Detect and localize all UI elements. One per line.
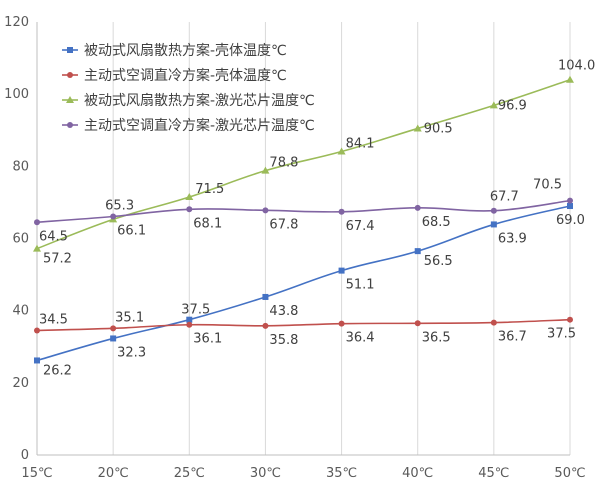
data-point-s3	[33, 244, 41, 252]
legend-label: 主动式空调直冷方案-激光芯片温度℃	[84, 117, 315, 134]
data-point-s4	[110, 213, 117, 220]
x-tick-label: 35℃	[326, 466, 357, 481]
data-label-s1: 43.8	[269, 304, 298, 319]
data-point-s4	[338, 208, 345, 215]
data-label-s2: 36.1	[193, 332, 222, 347]
data-label-s4: 68.1	[193, 216, 222, 231]
data-point-s2	[110, 325, 117, 332]
data-label-s2: 36.4	[346, 331, 375, 346]
data-point-s4	[567, 197, 573, 204]
legend-marker	[67, 47, 73, 53]
data-label-s1: 56.5	[424, 254, 453, 269]
data-label-s4: 67.7	[490, 190, 519, 205]
data-label-s3: 78.8	[269, 156, 298, 171]
data-label-s1: 63.9	[498, 231, 527, 246]
data-label-s3: 57.2	[43, 252, 72, 267]
data-point-s4	[34, 219, 40, 226]
data-point-s3	[337, 147, 346, 155]
legend-marker	[67, 122, 73, 128]
x-tick-label: 20℃	[98, 466, 129, 481]
data-point-s1	[34, 357, 40, 364]
data-point-s4	[490, 207, 497, 214]
data-label-s3: 65.3	[105, 198, 134, 213]
data-label-s1: 26.2	[43, 363, 72, 378]
data-point-s3	[566, 75, 574, 83]
y-tick-label: 20	[12, 376, 29, 391]
data-point-s4	[414, 204, 421, 211]
x-tick-label: 30℃	[250, 466, 281, 481]
data-label-s4: 64.5	[39, 229, 68, 244]
data-point-s4	[262, 207, 269, 214]
data-point-s1	[186, 316, 193, 323]
data-label-s2: 36.7	[498, 330, 527, 345]
x-tick-label: 45℃	[478, 466, 509, 481]
legend-marker	[67, 72, 73, 78]
data-label-s4: 67.8	[269, 217, 298, 232]
data-point-s1	[567, 203, 573, 210]
data-label-s3: 90.5	[424, 121, 453, 136]
legend-label: 主动式空调直冷方案-壳体温度℃	[84, 67, 287, 84]
data-point-s2	[567, 316, 573, 323]
data-label-s4: 70.5	[533, 178, 562, 193]
data-point-s2	[262, 322, 269, 329]
data-label-s2: 35.8	[269, 333, 298, 348]
data-label-s3: 71.5	[195, 182, 224, 197]
data-point-s1	[110, 335, 117, 342]
data-point-s2	[34, 327, 40, 334]
data-label-s1: 32.3	[117, 345, 146, 360]
data-point-s1	[338, 267, 345, 274]
legend-label: 被动式风扇散热方案-激光芯片温度℃	[84, 92, 315, 109]
series-line-4	[36, 199, 571, 224]
data-point-s1	[262, 293, 269, 300]
series-line-1	[36, 205, 571, 362]
y-tick-label: 120	[4, 15, 29, 30]
data-label-s1: 51.1	[346, 278, 375, 293]
data-point-s2	[186, 321, 193, 328]
data-label-s3: 84.1	[346, 137, 375, 152]
data-label-s2: 37.5	[547, 327, 576, 342]
data-point-s4	[186, 206, 193, 213]
x-tick-label: 40℃	[402, 466, 433, 481]
data-label-s4: 67.4	[346, 219, 375, 234]
y-tick-label: 80	[12, 159, 29, 174]
legend-label: 被动式风扇散热方案-壳体温度℃	[84, 42, 287, 59]
x-tick-label: 25℃	[174, 466, 205, 481]
data-label-s1: 37.5	[181, 303, 210, 318]
data-point-s2	[414, 320, 421, 327]
data-label-s2: 35.1	[115, 310, 144, 325]
data-point-s1	[414, 248, 421, 255]
x-tick-label: 50℃	[554, 466, 585, 481]
y-tick-label: 60	[12, 232, 29, 247]
data-point-s3	[413, 124, 422, 132]
data-point-s3	[185, 193, 194, 201]
y-tick-label: 100	[4, 87, 29, 102]
y-tick-label: 0	[21, 448, 29, 463]
data-label-s2: 36.5	[422, 330, 451, 345]
y-tick-label: 40	[12, 304, 29, 319]
data-label-s4: 68.5	[422, 215, 451, 230]
legend-marker	[66, 96, 74, 103]
data-label-s4: 66.1	[117, 223, 146, 238]
data-label-s2: 34.5	[39, 313, 68, 328]
data-label-s3: 96.9	[498, 98, 527, 113]
data-point-s3	[489, 101, 498, 109]
x-tick-label: 15℃	[21, 466, 52, 481]
data-point-s3	[261, 166, 270, 174]
data-label-s1: 69.0	[556, 213, 585, 228]
series-line-2	[36, 318, 571, 332]
data-label-s3: 104.0	[558, 59, 595, 74]
data-point-s2	[490, 319, 497, 326]
data-point-s1	[490, 221, 497, 228]
data-point-s2	[338, 320, 345, 327]
